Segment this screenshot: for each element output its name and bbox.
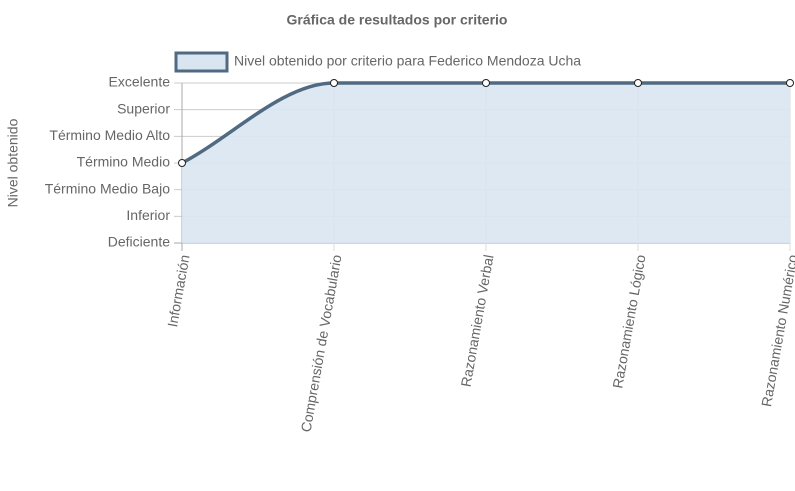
point [482,79,490,87]
chart-title: Gráfica de resultados por criterio [287,12,508,28]
y-tick-label: Excelente [109,74,171,90]
x-tick-label: Razonamiento Numérico [758,253,795,408]
point [786,79,794,87]
x-tick-label: Razonamiento Lógico [609,253,648,389]
y-tick-label: Término Medio Bajo [45,180,170,196]
x-tick-label: Comprensión de Vocabulario [298,253,345,433]
y-tick-label: Superior [117,100,170,116]
legend-swatch [174,51,229,73]
point [178,159,186,167]
y-tick-label: Deficiente [108,234,170,250]
legend-label: Nivel obtenido por criterio para Federic… [234,53,581,69]
y-tick-label: Término Medio Alto [49,127,170,143]
point [330,79,338,87]
area [182,83,790,243]
x-tick-label: Razonamiento Verbal [458,253,497,388]
y-axis-title: Nivel obtenido [5,118,21,207]
y-tick-label: Inferior [126,207,170,223]
y-tick-label: Término Medio [77,154,171,170]
x-tick-label: Información [164,253,192,328]
point [634,79,642,87]
